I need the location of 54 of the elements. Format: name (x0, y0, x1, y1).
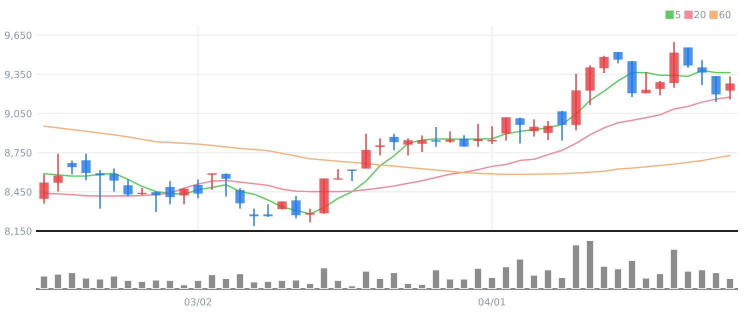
candlestick (291, 195, 301, 220)
candlestick (501, 116, 511, 142)
candlestick (235, 187, 245, 210)
candlestick (347, 169, 357, 182)
candlestick (193, 178, 203, 200)
candlestick (151, 190, 161, 213)
candlestick (599, 55, 609, 74)
candlestick (403, 138, 413, 156)
y-tick-label: 8,750 (4, 149, 32, 158)
legend-label: 20 (694, 10, 706, 18)
candlestick (613, 52, 623, 64)
line-series (43, 125, 731, 176)
candlestick (67, 160, 77, 176)
candlestick (39, 174, 49, 204)
candlestick (375, 138, 385, 156)
candlestick (543, 120, 553, 141)
candlestick (179, 188, 189, 205)
candlestick (123, 178, 133, 198)
candlestick (487, 125, 497, 145)
candlestick (473, 123, 483, 148)
x-tick-label: 03/02 (184, 298, 212, 306)
y-tick-label: 8,150 (4, 227, 32, 236)
candlestick (53, 153, 63, 192)
candlestick (641, 72, 651, 94)
legend-label: 60 (719, 10, 731, 18)
candlestick (249, 208, 259, 227)
candlestick (95, 169, 105, 210)
candlestick (683, 47, 693, 68)
y-tick-label: 9,650 (4, 32, 32, 40)
y-tick-label: 8,450 (4, 188, 32, 197)
candlestick (697, 60, 707, 86)
candlestick (431, 126, 441, 148)
candlestick (711, 76, 721, 103)
candlestick (221, 172, 231, 198)
candlestick (389, 133, 399, 151)
candlestick (109, 168, 119, 192)
y-tick-label: 9,350 (4, 70, 32, 80)
candlestick (585, 64, 595, 106)
candlestick (305, 208, 315, 224)
candlestick (655, 80, 665, 96)
candlestick (445, 130, 455, 144)
candlestick (165, 180, 175, 205)
candlestick (557, 110, 567, 142)
candlestick (725, 76, 735, 100)
candlestick (529, 118, 539, 138)
candlestick (459, 134, 469, 148)
y-tick-label: 9,050 (4, 110, 32, 118)
candlestick (263, 204, 273, 218)
candlestick (515, 116, 525, 144)
candlestick (417, 134, 427, 153)
x-tick-label: 04/01 (478, 298, 506, 306)
candlestick (81, 153, 91, 181)
candlestick (361, 133, 371, 170)
legend-label: 5 (676, 11, 680, 18)
